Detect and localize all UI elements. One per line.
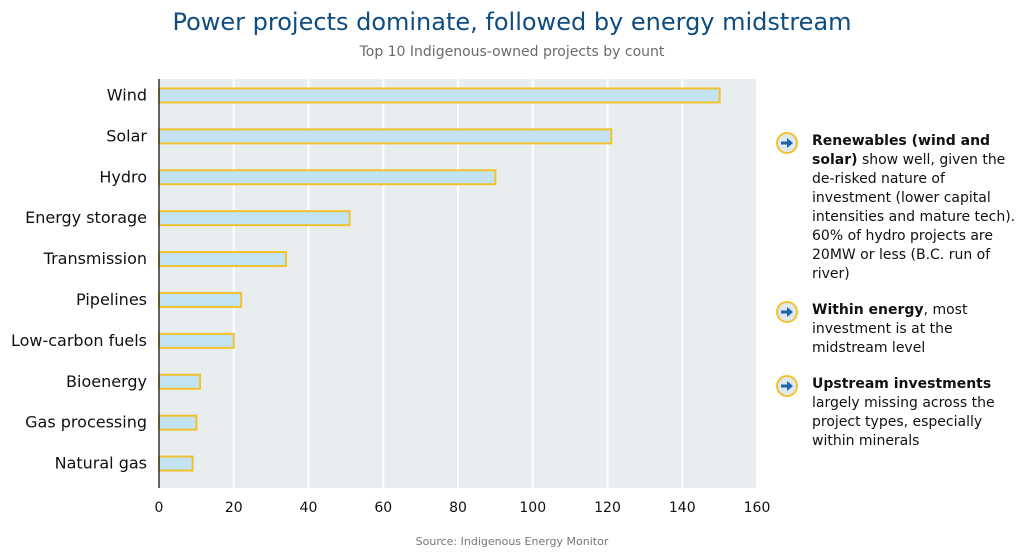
note-bold: Within energy (812, 302, 924, 318)
x-tick-label: 120 (594, 500, 621, 516)
bar-bioenergy (158, 373, 202, 390)
source-note: Source: Indigenous Energy Monitor (415, 535, 609, 548)
y-category-label: Solar (106, 126, 147, 145)
x-tick-label: 60 (374, 500, 392, 516)
note-renewables: Renewables (wind and solar) show well, g… (776, 132, 1016, 284)
x-tick-label: 140 (669, 500, 696, 516)
y-category-label: Natural gas (55, 454, 147, 473)
y-category-label: Pipelines (76, 290, 147, 309)
notes-panel: Renewables (wind and solar) show well, g… (776, 132, 1016, 468)
chart-title: Power projects dominate, followed by ene… (172, 8, 852, 36)
y-category-label: Low-carbon fuels (11, 331, 147, 350)
y-category-label: Energy storage (25, 208, 147, 227)
bar-transmission (158, 251, 288, 268)
note-energy: Within energy, most investment is at the… (776, 301, 1016, 358)
y-category-label: Hydro (99, 167, 147, 186)
bar-solar (158, 128, 613, 145)
bar-gas-processing (158, 414, 198, 431)
bar-wind (158, 87, 721, 104)
note-text: , most investment is at the midstream le… (812, 302, 968, 356)
x-tick-label: 100 (519, 500, 546, 516)
arrow-right-circle-icon (776, 301, 798, 323)
bar-pipelines (158, 291, 243, 308)
note-text: show well, given the de-risked nature of… (812, 152, 1016, 282)
x-tick-label: 0 (155, 500, 164, 516)
x-tick-label: 160 (744, 500, 771, 516)
arrow-right-circle-icon (776, 375, 798, 397)
bar-low-carbon-fuels (158, 332, 235, 349)
y-category-label: Gas processing (25, 413, 147, 432)
y-category-label: Transmission (43, 249, 147, 268)
x-tick-label: 80 (449, 500, 467, 516)
y-category-label: Bioenergy (66, 372, 147, 391)
chart-subtitle: Top 10 Indigenous-owned projects by coun… (359, 44, 665, 60)
bar-energy-storage (158, 210, 351, 227)
bar-hydro (158, 169, 497, 186)
x-tick-label: 20 (225, 500, 243, 516)
note-bold: Upstream investments (812, 376, 992, 392)
note-upstream: Upstream investments largely missing acr… (776, 375, 1016, 451)
note-text: largely missing across the project types… (812, 395, 995, 449)
arrow-right-circle-icon (776, 132, 798, 154)
bar-natural-gas (158, 455, 194, 472)
y-category-label: Wind (107, 85, 147, 104)
note-bold: Renewables (wind and solar) (812, 133, 991, 168)
x-tick-label: 40 (300, 500, 318, 516)
